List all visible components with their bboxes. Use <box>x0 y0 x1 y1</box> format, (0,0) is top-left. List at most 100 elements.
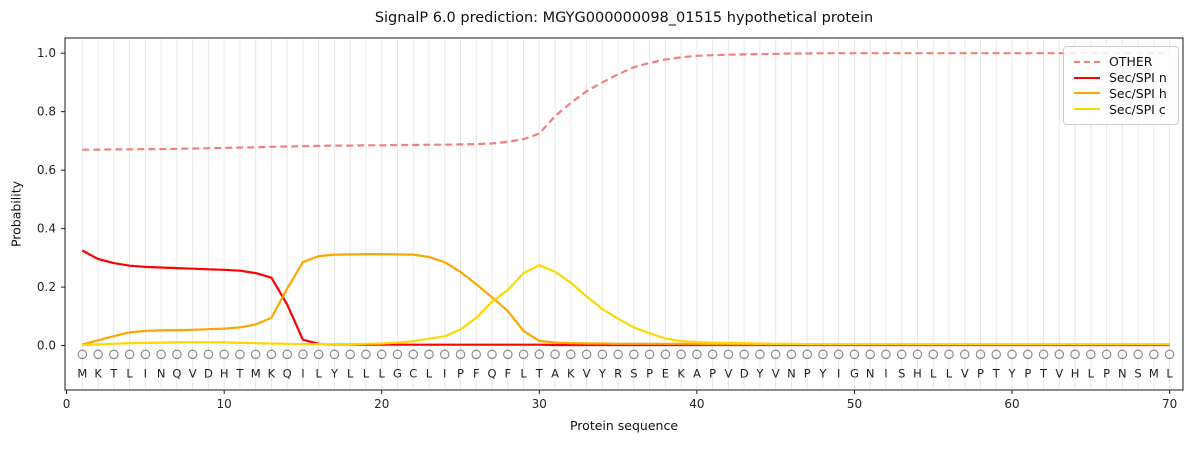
residue-letter: L <box>363 366 370 380</box>
residue-letter: H <box>913 366 922 380</box>
residue-letter: A <box>551 366 559 380</box>
residue-letter: K <box>94 366 102 380</box>
residue-letter: I <box>301 366 304 380</box>
series-line-sec-spi-n <box>81 249 1170 347</box>
residue-letter: G <box>393 366 402 380</box>
residue-marker-icon <box>1086 349 1096 360</box>
residue-marker-icon <box>660 349 671 360</box>
residue-letter: P <box>977 366 984 380</box>
residue-marker-icon <box>77 349 88 360</box>
residue-letter: P <box>1103 366 1110 380</box>
residue-marker-icon <box>865 349 876 360</box>
residue-letter: Y <box>598 366 607 380</box>
residue-letter: L <box>1088 366 1095 380</box>
residue-marker-icon <box>566 349 576 360</box>
residue-marker-icon <box>1133 349 1143 360</box>
y-tick-label: 0.0 <box>37 339 56 353</box>
x-tick-label: 40 <box>689 397 704 411</box>
x-axis-label: Protein sequence <box>569 418 679 433</box>
legend-solid-line-icon <box>1074 108 1100 111</box>
legend-label: OTHER <box>1109 54 1153 70</box>
residue-letter: V <box>961 366 969 380</box>
residue-letter: A <box>693 366 701 380</box>
y-tick-label: 1.0 <box>37 46 56 60</box>
residue-marker-icon <box>944 349 954 360</box>
residue-letter: I <box>443 366 446 380</box>
residue-marker-icon <box>282 349 292 360</box>
residue-letter: Q <box>172 366 181 380</box>
residue-marker-icon <box>723 349 734 360</box>
residue-letter: V <box>772 366 780 380</box>
x-tick-label: 30 <box>532 397 547 411</box>
residue-marker-icon <box>156 349 166 360</box>
residue-letter: S <box>1134 366 1141 380</box>
residue-letter: V <box>583 366 591 380</box>
legend-label: Sec/SPI n <box>1109 70 1167 86</box>
residue-letter: L <box>347 366 354 380</box>
residue-marker-icon <box>1149 349 1159 360</box>
residue-letter: R <box>614 366 622 380</box>
residue-marker-icon <box>235 349 245 360</box>
legend-solid-line-icon <box>1074 76 1100 79</box>
residue-marker-icon <box>172 349 182 360</box>
series-line-other <box>82 52 1170 151</box>
residue-letter: Q <box>487 366 496 380</box>
residue-marker-icon <box>203 349 214 360</box>
residue-letter: V <box>189 366 197 380</box>
residue-letter: N <box>157 366 166 380</box>
residue-letter: I <box>837 366 840 380</box>
residue-marker-icon <box>1101 349 1112 360</box>
residue-letter: N <box>1118 366 1127 380</box>
x-tick-label: 20 <box>374 397 389 411</box>
residue-marker-icon <box>313 349 324 360</box>
plot-border <box>64 37 1184 391</box>
residue-marker-icon <box>1022 349 1033 360</box>
residue-letter: T <box>1039 366 1048 380</box>
residue-letter: S <box>898 366 905 380</box>
legend-solid-line-icon <box>1074 92 1100 95</box>
residue-marker-icon <box>93 349 103 360</box>
residue-marker-icon <box>219 349 229 360</box>
residue-letter: L <box>1166 366 1173 380</box>
residue-letter: Y <box>330 366 339 380</box>
residue-marker-icon <box>518 349 529 360</box>
residue-letter: T <box>235 366 244 380</box>
residue-letter: P <box>1024 366 1031 380</box>
residue-letter: F <box>504 366 511 380</box>
residue-letter: G <box>850 366 859 380</box>
residue-letter: H <box>220 366 229 380</box>
residue-letter: L <box>930 366 937 380</box>
residue-marker-icon <box>928 349 939 360</box>
residue-marker-icon <box>991 349 1002 360</box>
residue-marker-icon <box>676 349 686 360</box>
residue-marker-icon <box>455 349 466 360</box>
residue-marker-icon <box>424 349 434 360</box>
residue-letter: D <box>204 366 213 380</box>
residue-letter: L <box>520 366 527 380</box>
residue-letter: C <box>409 366 417 380</box>
residue-marker-icon <box>502 349 513 360</box>
residue-letter: Y <box>755 366 764 380</box>
series-line-sec-spi-h <box>82 253 1170 346</box>
legend-dashed-line-icon <box>1074 60 1100 63</box>
residue-marker-icon <box>471 349 482 360</box>
residue-marker-icon <box>1164 349 1175 360</box>
y-tick-label: 0.8 <box>37 105 56 119</box>
residue-marker-icon <box>692 349 702 360</box>
residue-marker-icon <box>1070 349 1080 360</box>
residue-marker-icon <box>975 349 986 360</box>
legend-item-sec-spi-c: Sec/SPI c <box>1074 101 1168 117</box>
residue-letter: P <box>709 366 716 380</box>
residue-marker-icon <box>1054 349 1065 360</box>
residue-letter: Y <box>818 366 827 380</box>
residue-letter: P <box>457 366 464 380</box>
residue-marker-icon <box>439 349 450 360</box>
residue-letter: T <box>109 366 118 380</box>
residue-letter: N <box>787 366 796 380</box>
legend-item-sec-spi-h: Sec/SPI h <box>1074 86 1168 102</box>
residue-letter: M <box>251 366 261 380</box>
residue-marker-icon <box>849 349 860 360</box>
residue-letter: H <box>1071 366 1080 380</box>
y-tick-label: 0.2 <box>37 280 56 294</box>
residue-letter: F <box>473 366 480 380</box>
